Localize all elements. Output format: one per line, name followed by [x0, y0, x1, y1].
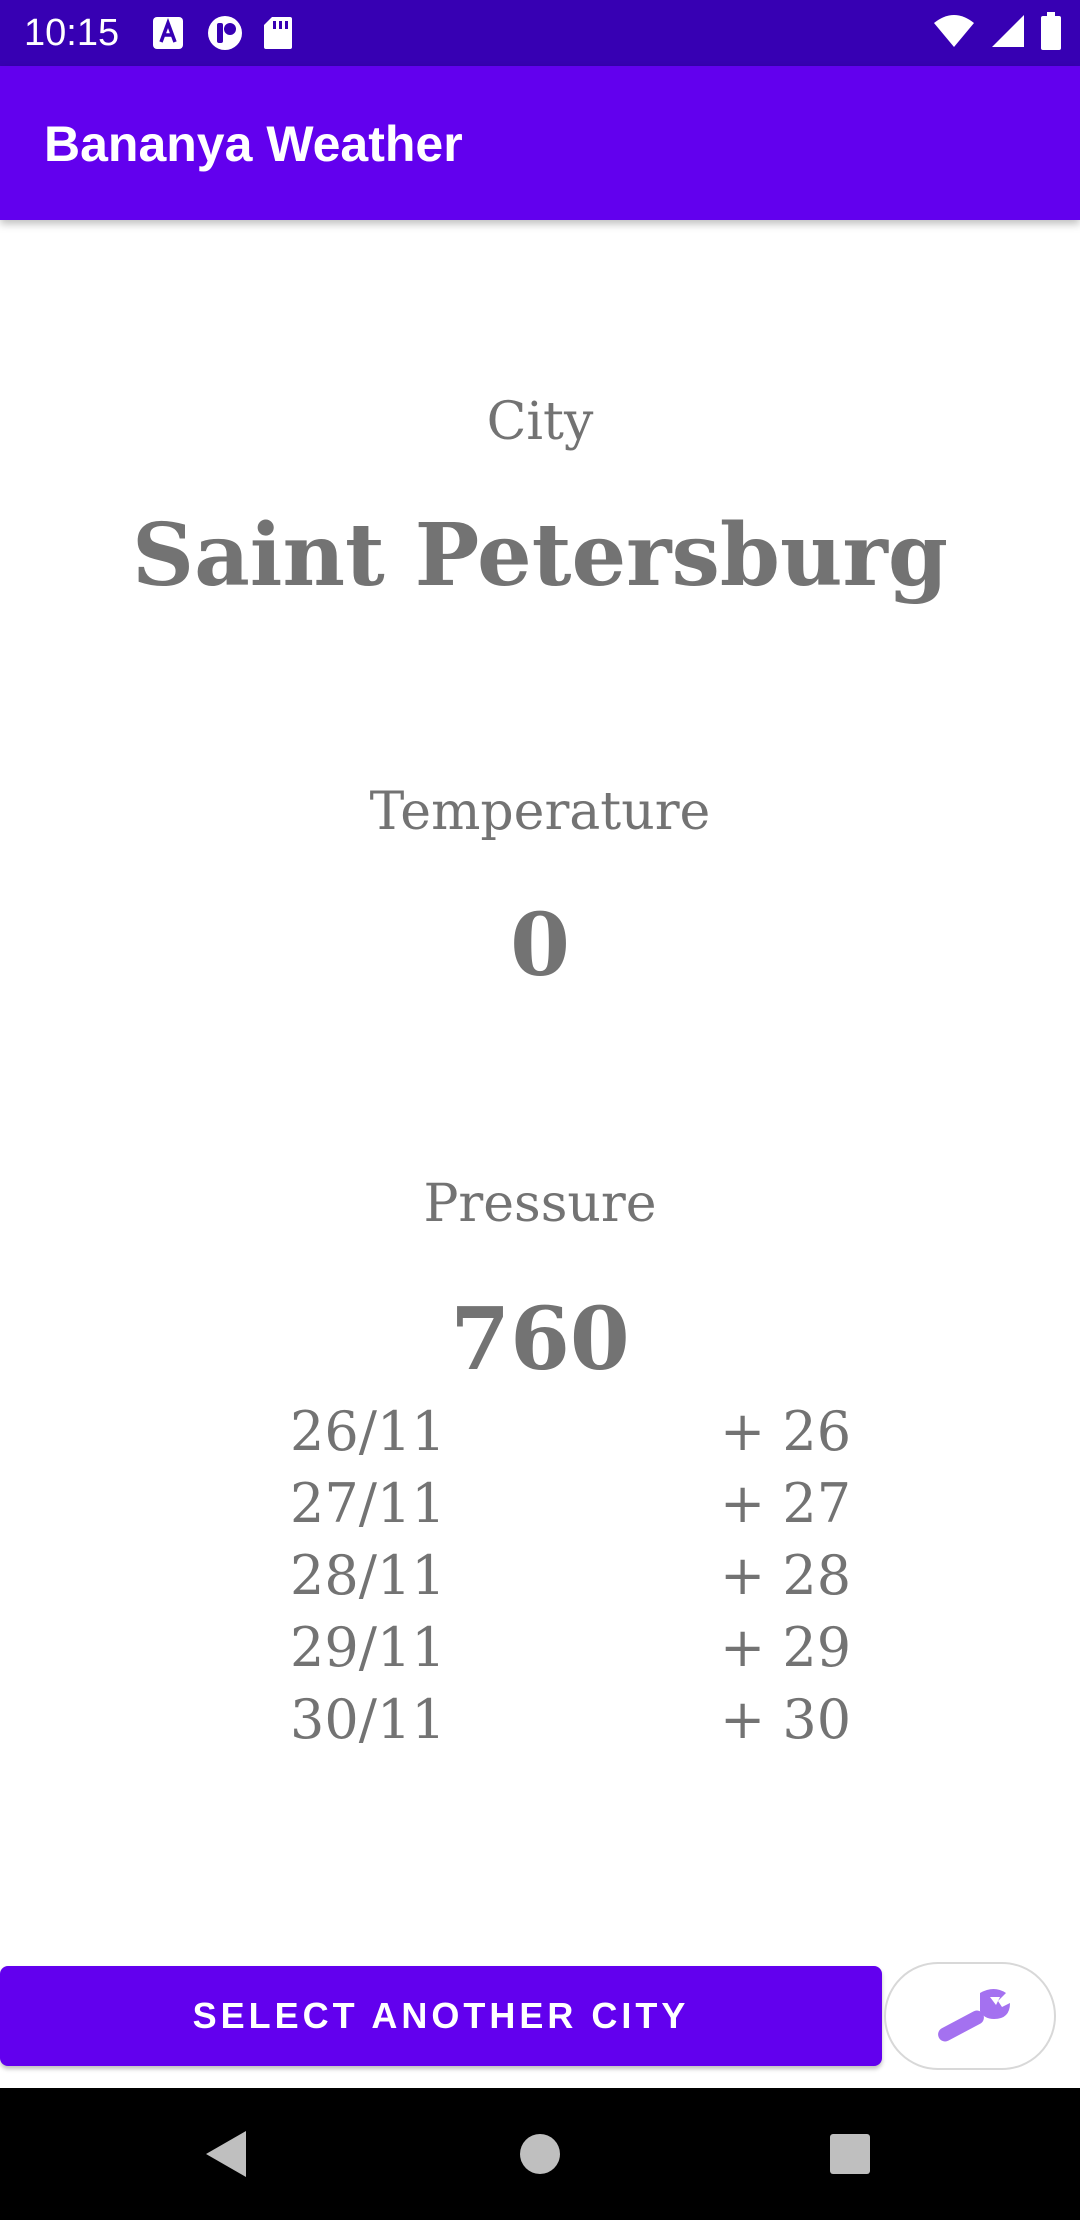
- forecast-temp: + 30: [720, 1688, 852, 1751]
- forecast-row: 27/11 + 27: [0, 1468, 1080, 1540]
- city-value: Saint Petersburg: [131, 505, 949, 606]
- forecast-list: 26/11 + 26 27/11 + 27 28/11 + 28 29/11 +…: [0, 1396, 1080, 1756]
- forecast-date: 26/11: [290, 1400, 446, 1463]
- forecast-date: 29/11: [290, 1616, 446, 1679]
- cell-signal-icon: [990, 13, 1026, 53]
- settings-button[interactable]: [884, 1962, 1056, 2070]
- temperature-label: Temperature: [369, 782, 711, 842]
- forecast-row: 28/11 + 28: [0, 1540, 1080, 1612]
- temperature-value: 0: [510, 895, 570, 996]
- battery-icon: [1040, 12, 1062, 54]
- forecast-date: 27/11: [290, 1472, 446, 1535]
- forecast-date: 30/11: [290, 1688, 446, 1751]
- accessibility-a-icon: [150, 14, 186, 52]
- forecast-row: 30/11 + 30: [0, 1684, 1080, 1756]
- app-bar: Bananya Weather: [0, 66, 1080, 220]
- forecast-date: 28/11: [290, 1544, 446, 1607]
- forecast-row: 26/11 + 26: [0, 1396, 1080, 1468]
- status-system-icons: [932, 12, 1062, 54]
- select-another-city-button[interactable]: SELECT ANOTHER CITY: [0, 1966, 882, 2066]
- forecast-row: 29/11 + 29: [0, 1612, 1080, 1684]
- forecast-temp: + 29: [720, 1616, 852, 1679]
- app-title: Bananya Weather: [44, 116, 463, 172]
- status-notification-icons: [150, 14, 298, 52]
- wrench-icon: [928, 1983, 1012, 2050]
- recents-icon[interactable]: [820, 2124, 880, 2184]
- wifi-icon: [932, 13, 976, 53]
- status-bar: 10:15: [0, 0, 1080, 66]
- back-icon[interactable]: [196, 2124, 256, 2184]
- city-label: City: [486, 392, 594, 452]
- sd-card-icon: [262, 14, 298, 52]
- app-notification-icon: [206, 14, 242, 52]
- forecast-temp: + 28: [720, 1544, 852, 1607]
- home-icon[interactable]: [510, 2124, 570, 2184]
- forecast-temp: + 26: [720, 1400, 852, 1463]
- navigation-bar: [0, 2088, 1080, 2220]
- forecast-temp: + 27: [720, 1472, 852, 1535]
- pressure-value: 760: [450, 1289, 630, 1390]
- pressure-label: Pressure: [423, 1174, 657, 1234]
- status-time: 10:15: [24, 12, 120, 54]
